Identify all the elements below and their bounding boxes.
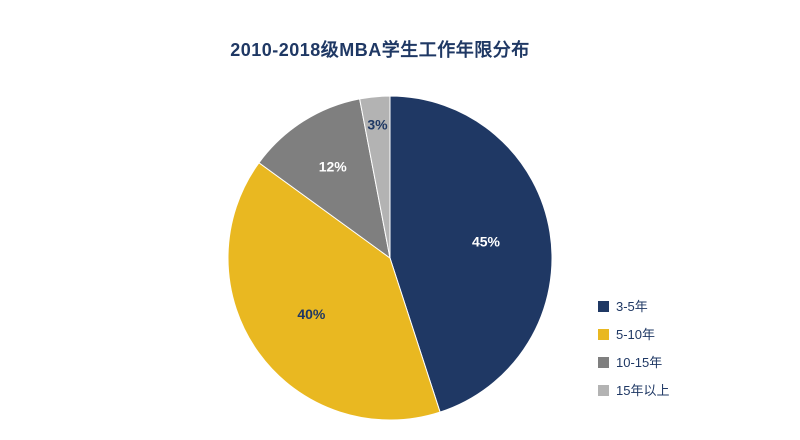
- pie-slice-label-1: 40%: [297, 306, 326, 322]
- pie-slice-label-3: 3%: [367, 116, 388, 132]
- legend-swatch-icon: [598, 329, 609, 340]
- legend-item: 5-10年: [598, 328, 669, 341]
- legend-swatch-icon: [598, 385, 609, 396]
- legend-label: 3-5年: [616, 299, 648, 314]
- legend-item: 10-15年: [598, 356, 669, 369]
- pie-slice-label-2: 12%: [319, 158, 348, 174]
- pie-slice-label-0: 45%: [472, 233, 501, 249]
- pie-slice-3: [359, 95, 391, 259]
- pie-slice-1: [227, 162, 441, 421]
- legend-item: 15年以上: [598, 384, 669, 397]
- legend: 3-5年 5-10年 10-15年 15年以上: [598, 300, 669, 397]
- legend-label: 15年以上: [616, 383, 670, 398]
- chart-title: 2010-2018级MBA学生工作年限分布: [230, 40, 530, 60]
- legend-label: 5-10年: [616, 327, 656, 342]
- pie-slice-2: [258, 98, 391, 260]
- legend-swatch-icon: [598, 301, 609, 312]
- legend-item: 3-5年: [598, 300, 669, 313]
- pie-slice-0: [389, 95, 553, 413]
- legend-swatch-icon: [598, 357, 609, 368]
- legend-label: 10-15年: [616, 355, 663, 370]
